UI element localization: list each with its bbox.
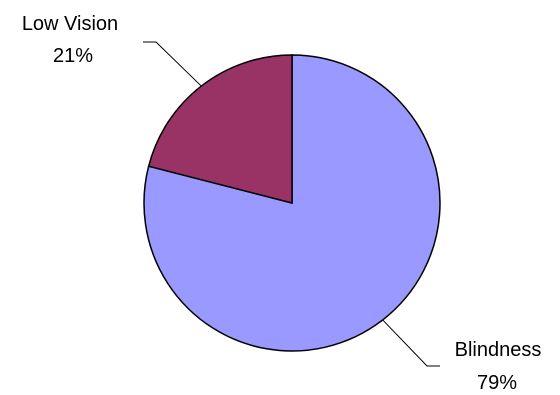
blindness-percent-label: 79% (477, 372, 517, 394)
blindness-name-label: Blindness (455, 339, 542, 361)
pie-slices (143, 54, 441, 352)
low-vision-name-label: Low Vision (22, 13, 118, 35)
leader-lines (143, 41, 440, 367)
low-vision-percent-label: 21% (53, 45, 93, 67)
leader-line-blindness (382, 319, 440, 367)
leader-line-low-vision (143, 41, 202, 87)
